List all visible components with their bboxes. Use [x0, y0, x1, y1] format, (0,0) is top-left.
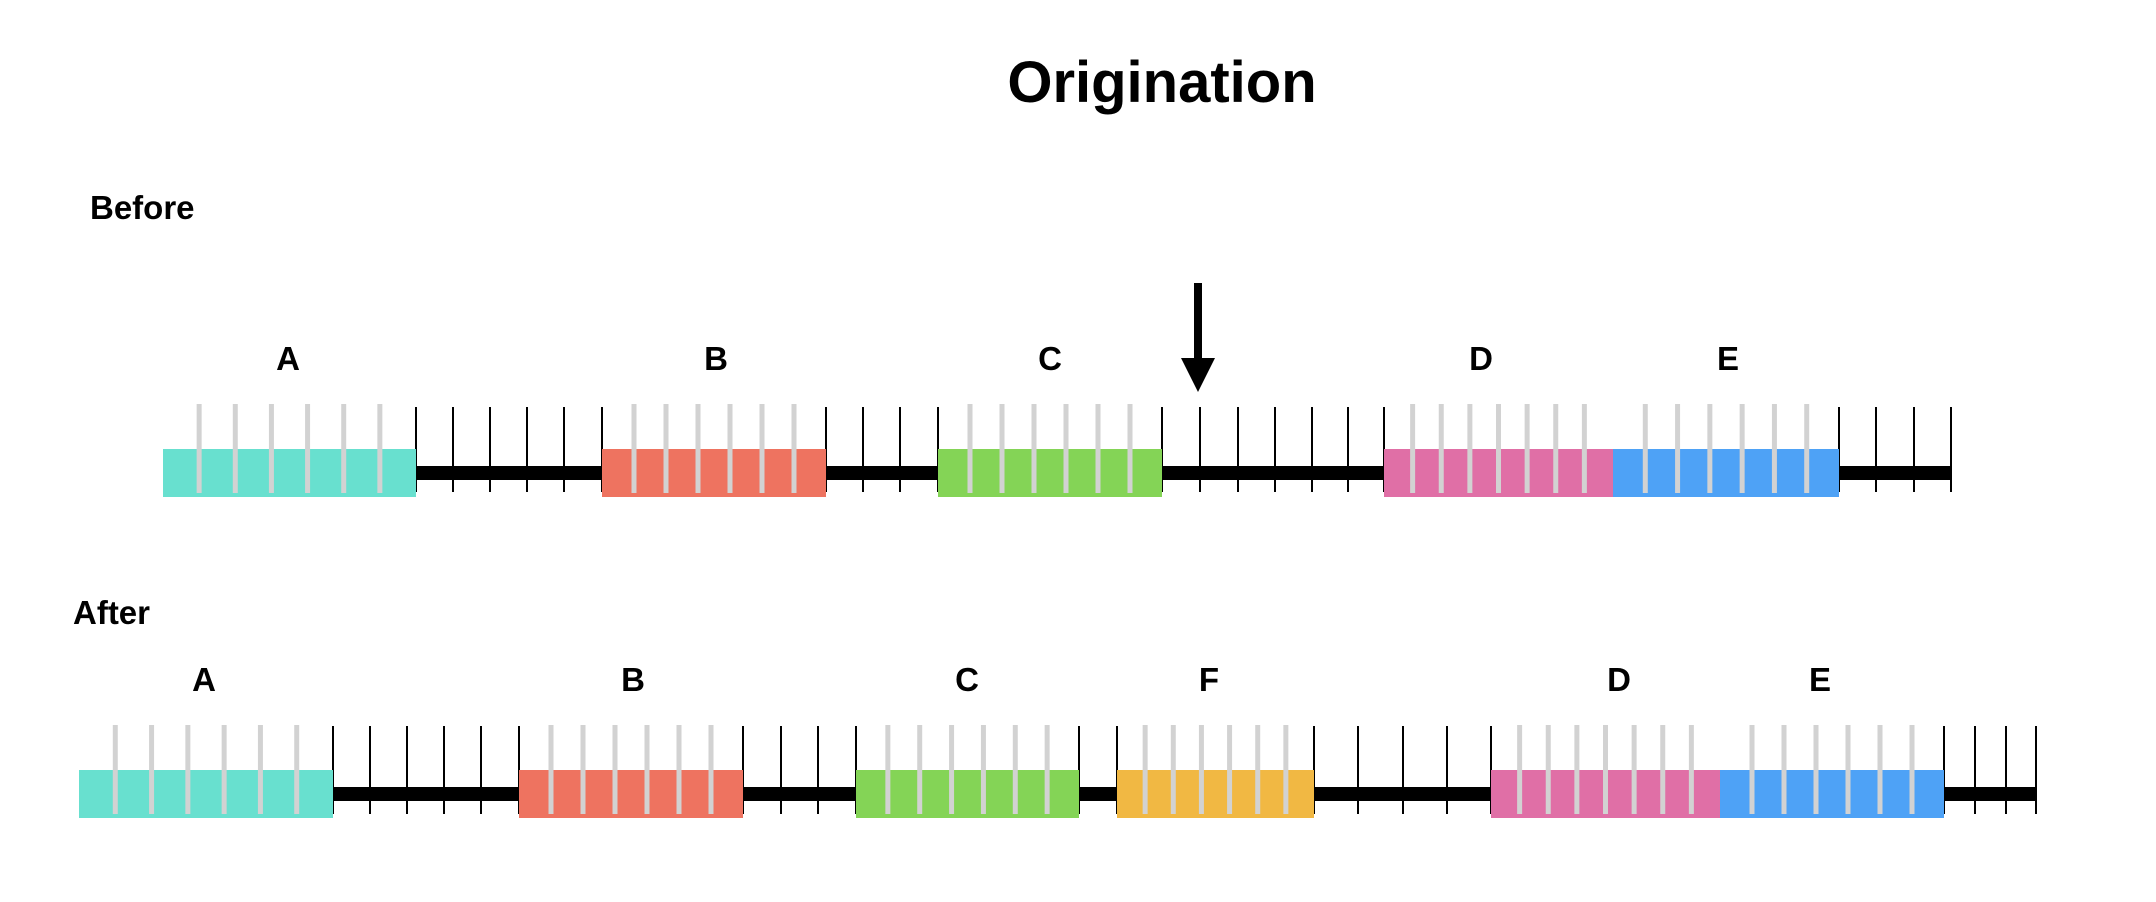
- before-genes: [163, 404, 1839, 497]
- before-gene-e-block: [1613, 449, 1839, 497]
- after-label: After: [73, 594, 150, 631]
- before-linker-segment: [1162, 466, 1384, 480]
- after-gene-c-block: [856, 770, 1079, 818]
- diagram-title: Origination: [1007, 50, 1316, 115]
- before-gene-e-label: E: [1717, 340, 1739, 377]
- after-linker-segment: [1079, 787, 1117, 801]
- before-chromosome: A B C D E: [163, 340, 1952, 497]
- after-gene-d-label: D: [1607, 661, 1631, 698]
- after-gene-e-label: E: [1809, 661, 1831, 698]
- after-gene-a-block: [79, 770, 333, 818]
- after-linker-segment: [743, 787, 856, 801]
- before-linker-segment: [1839, 466, 1951, 480]
- before-gene-c-block: [938, 449, 1162, 497]
- before-gene-labels: A B C D E: [276, 340, 1739, 377]
- before-gene-b-block: [602, 449, 826, 497]
- after-linker-segment: [333, 787, 519, 801]
- after-gene-c-label: C: [955, 661, 979, 698]
- before-gene-d-label: D: [1469, 340, 1493, 377]
- after-gene-b-label: B: [621, 661, 645, 698]
- after-gene-a-label: A: [192, 661, 216, 698]
- before-gene-a-block: [163, 449, 416, 497]
- after-backbone: [332, 726, 2037, 814]
- before-gene-a-label: A: [276, 340, 300, 377]
- after-gene-e-block: [1720, 770, 1944, 818]
- after-genes: [79, 725, 1944, 818]
- before-linker-segment: [826, 466, 938, 480]
- after-gene-f-label: F: [1199, 661, 1219, 698]
- after-gene-f-block: [1117, 770, 1314, 818]
- after-linker-segment: [1944, 787, 2036, 801]
- down-arrow-icon: [1181, 283, 1215, 392]
- before-linker-segment: [416, 466, 602, 480]
- before-gene-b-label: B: [704, 340, 728, 377]
- before-label: Before: [90, 189, 195, 226]
- before-gene-c-label: C: [1038, 340, 1062, 377]
- after-gene-b-block: [519, 770, 743, 818]
